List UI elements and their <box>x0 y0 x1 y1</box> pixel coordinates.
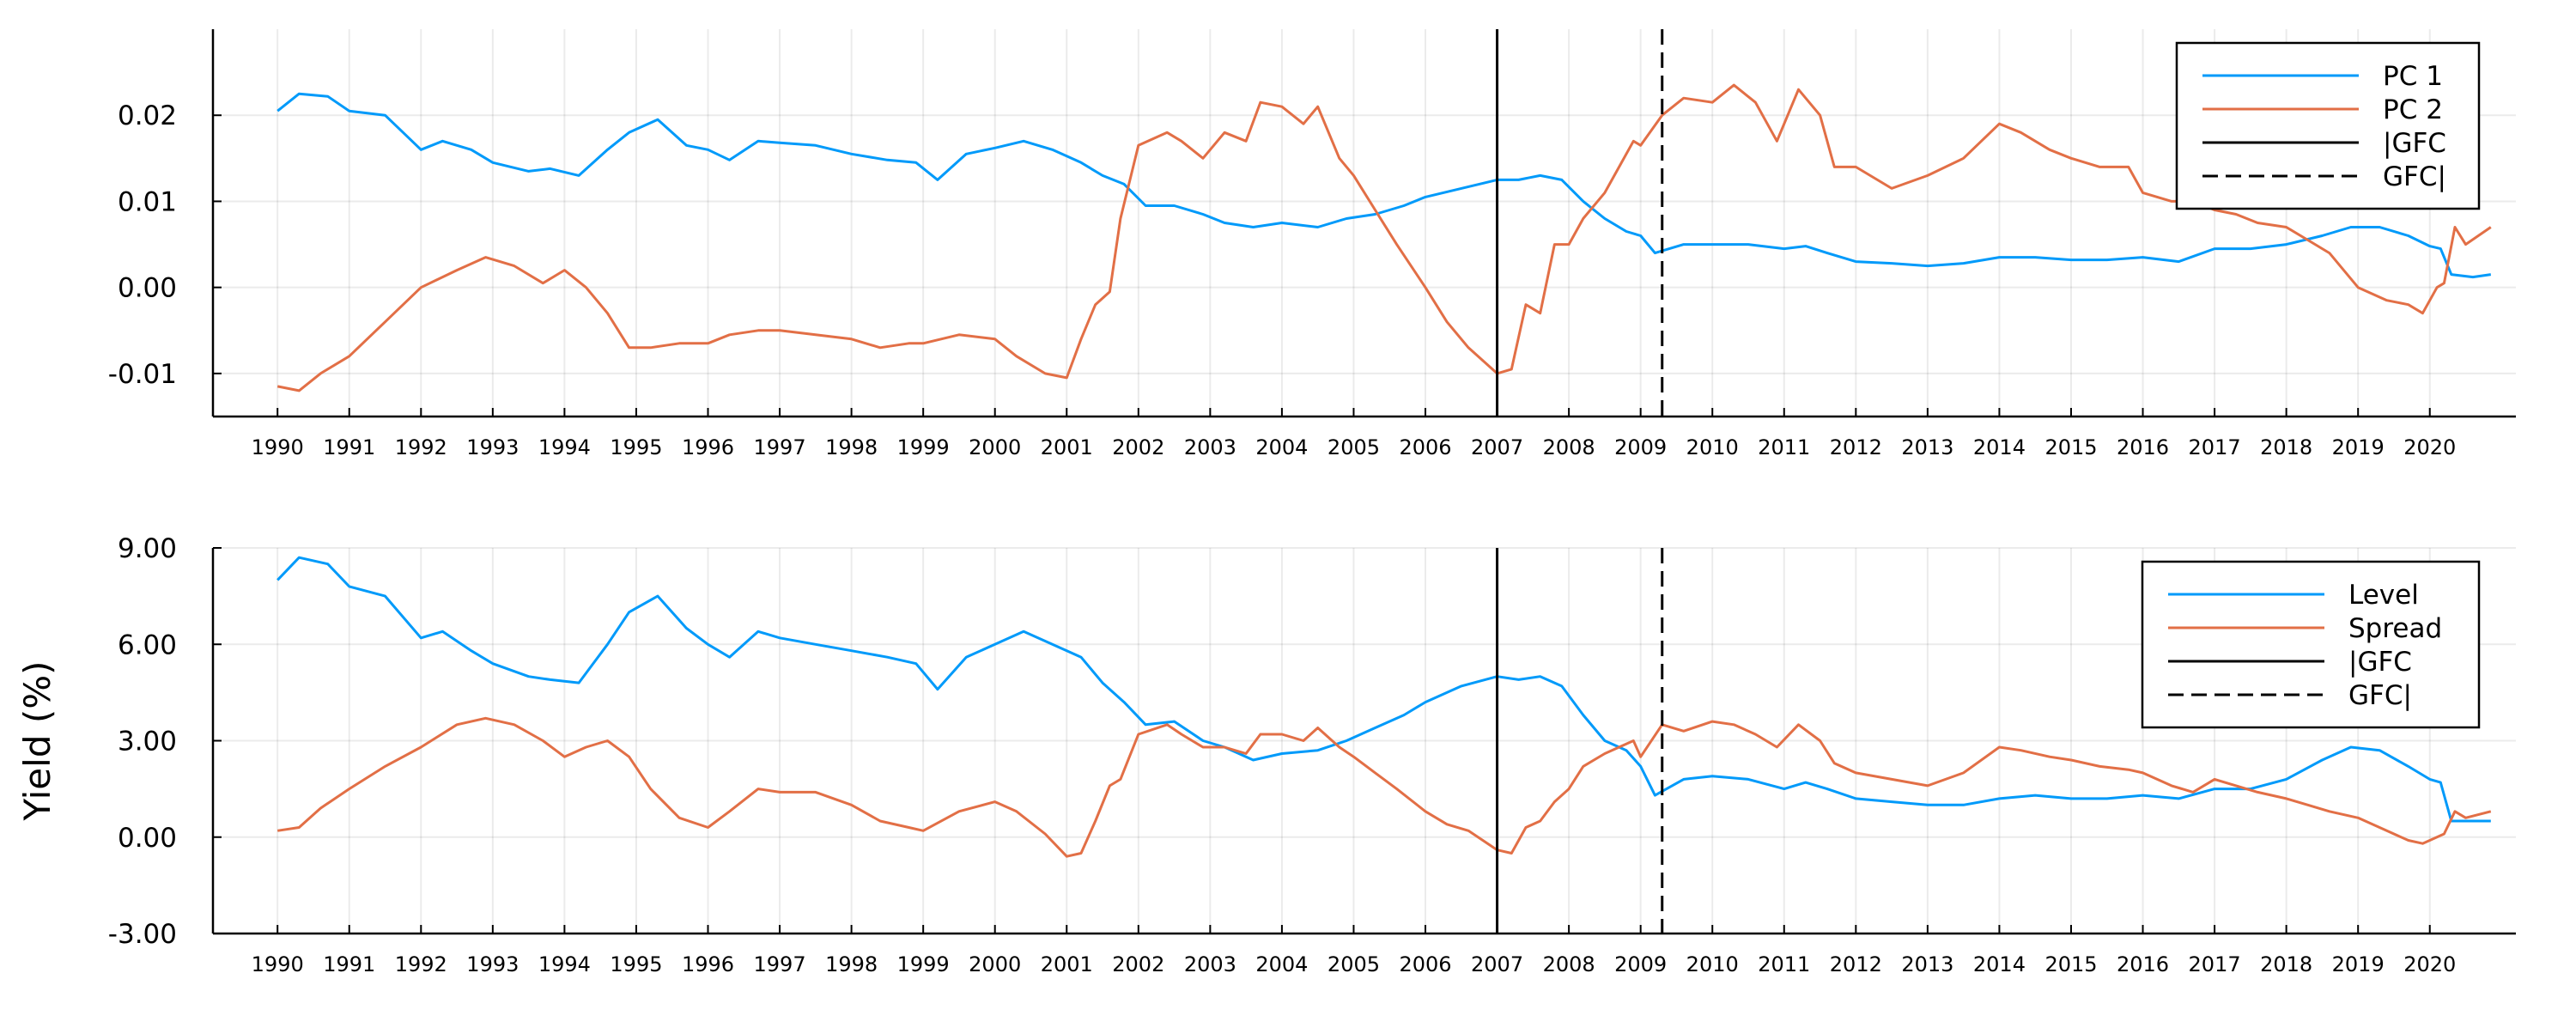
legend-label-level: Level <box>2348 580 2419 611</box>
x-tick-label-2001: 2001 <box>1041 435 1093 459</box>
legend-box <box>2141 560 2481 729</box>
x-tick-label-2004: 2004 <box>1255 435 1308 459</box>
x-tick-label-2020: 2020 <box>2403 435 2456 459</box>
x-tick-label-2006: 2006 <box>1399 435 1451 459</box>
x-tick-label-2018: 2018 <box>2260 435 2312 459</box>
x-tick-label-1995: 1995 <box>610 952 662 976</box>
x-tick-label-2015: 2015 <box>2044 952 2097 976</box>
x-tick-label-1996: 1996 <box>682 952 734 976</box>
x-tick-label-2009: 2009 <box>1614 435 1667 459</box>
x-tick-label-2010: 2010 <box>1686 952 1739 976</box>
x-tick-label-2012: 2012 <box>1830 435 1882 459</box>
legend-label-gfc: |GFC <box>2348 647 2412 678</box>
x-tick-label-2016: 2016 <box>2117 952 2169 976</box>
x-tick-label-1992: 1992 <box>395 435 447 459</box>
x-tick-label-2013: 2013 <box>1901 435 1953 459</box>
x-tick-label-2007: 2007 <box>1471 435 1523 459</box>
y-axis-label: Yield (%) <box>16 660 58 821</box>
x-tick-label-2009: 2009 <box>1614 952 1667 976</box>
x-tick-label-1992: 1992 <box>395 952 447 976</box>
legend-label-gfc: |GFC <box>2383 128 2446 159</box>
series-line-pc-2 <box>276 83 2492 392</box>
y-tick-label-0-01: -0.01 <box>108 359 177 390</box>
y-tick-label-0-00: 0.00 <box>118 273 177 304</box>
x-tick-label-2005: 2005 <box>1327 435 1380 459</box>
x-tick-label-2001: 2001 <box>1041 952 1093 976</box>
x-tick-label-1991: 1991 <box>323 952 375 976</box>
x-tick-label-1993: 1993 <box>466 952 519 976</box>
legend-label-pc-1: PC 1 <box>2383 61 2443 92</box>
x-tick-label-2003: 2003 <box>1184 952 1236 976</box>
x-tick-label-1990: 1990 <box>252 952 304 976</box>
x-tick-label-2015: 2015 <box>2044 435 2097 459</box>
x-tick-label-2011: 2011 <box>1758 435 1810 459</box>
x-tick-label-1996: 1996 <box>682 435 734 459</box>
y-tick-label-0-00: 0.00 <box>118 823 177 854</box>
x-tick-label-2004: 2004 <box>1255 952 1308 976</box>
y-tick-label-3-00: 3.00 <box>118 727 177 757</box>
y-tick-label-0-02: 0.02 <box>118 100 177 131</box>
series-line-spread <box>276 716 2492 858</box>
x-tick-label-2017: 2017 <box>2189 435 2241 459</box>
x-tick-label-2008: 2008 <box>1543 952 1595 976</box>
x-tick-label-2008: 2008 <box>1543 435 1595 459</box>
x-tick-label-2003: 2003 <box>1184 435 1236 459</box>
x-tick-label-1991: 1991 <box>323 435 375 459</box>
grid <box>213 29 2516 417</box>
series-line-level <box>276 556 2491 823</box>
x-tick-label-2019: 2019 <box>2332 952 2385 976</box>
x-tick-label-1999: 1999 <box>897 952 950 976</box>
x-tick-label-2017: 2017 <box>2189 952 2241 976</box>
x-tick-label-1993: 1993 <box>466 435 519 459</box>
x-tick-label-1997: 1997 <box>754 952 806 976</box>
y-tick-label-9-00: 9.00 <box>118 533 177 564</box>
x-tick-label-2002: 2002 <box>1112 952 1164 976</box>
x-tick-label-2000: 2000 <box>969 435 1021 459</box>
pc-panel: -0.01 0.00 0.01 0.02 1990 1991 1992 1993 1994 199… <box>108 29 2516 459</box>
x-tick-label-2005: 2005 <box>1327 952 1380 976</box>
x-tick-label-1999: 1999 <box>897 435 950 459</box>
x-tick-label-1994: 1994 <box>538 435 591 459</box>
x-tick-label-2006: 2006 <box>1399 952 1451 976</box>
x-tick-label-2012: 2012 <box>1830 952 1882 976</box>
x-tick-label-1994: 1994 <box>538 952 591 976</box>
x-tick-label-1995: 1995 <box>610 435 662 459</box>
yield-panel: -3.00 0.00 3.00 6.00 9.00 1990 1991 1992 1993 199… <box>16 533 2516 976</box>
x-tick-label-2019: 2019 <box>2332 435 2385 459</box>
x-tick-label-2016: 2016 <box>2117 435 2169 459</box>
legend-box <box>2175 41 2481 210</box>
x-tick-label-2011: 2011 <box>1758 952 1810 976</box>
series-line-pc-1 <box>276 92 2492 279</box>
x-tick-label-2018: 2018 <box>2260 952 2312 976</box>
x-tick-label-2010: 2010 <box>1686 435 1739 459</box>
x-tick-label-2002: 2002 <box>1112 435 1164 459</box>
x-tick-label-1998: 1998 <box>825 435 878 459</box>
x-tick-label-2013: 2013 <box>1901 952 1953 976</box>
legend-label-spread: Spread <box>2348 613 2442 644</box>
x-tick-label-2020: 2020 <box>2403 952 2456 976</box>
x-tick-label-1990: 1990 <box>252 435 304 459</box>
legend-label-gfc: GFC| <box>2348 680 2412 711</box>
y-tick-label-0-01: 0.01 <box>118 186 177 217</box>
x-tick-label-2000: 2000 <box>969 952 1021 976</box>
legend-label-gfc: GFC| <box>2383 161 2446 192</box>
y-tick-label-3-00: -3.00 <box>108 919 177 950</box>
x-tick-label-1998: 1998 <box>825 952 878 976</box>
x-tick-label-2014: 2014 <box>1973 435 2026 459</box>
legend-label-pc-2: PC 2 <box>2383 94 2443 125</box>
x-tick-label-1997: 1997 <box>754 435 806 459</box>
x-tick-label-2014: 2014 <box>1973 952 2026 976</box>
y-tick-label-6-00: 6.00 <box>118 630 177 660</box>
x-tick-label-2007: 2007 <box>1471 952 1523 976</box>
